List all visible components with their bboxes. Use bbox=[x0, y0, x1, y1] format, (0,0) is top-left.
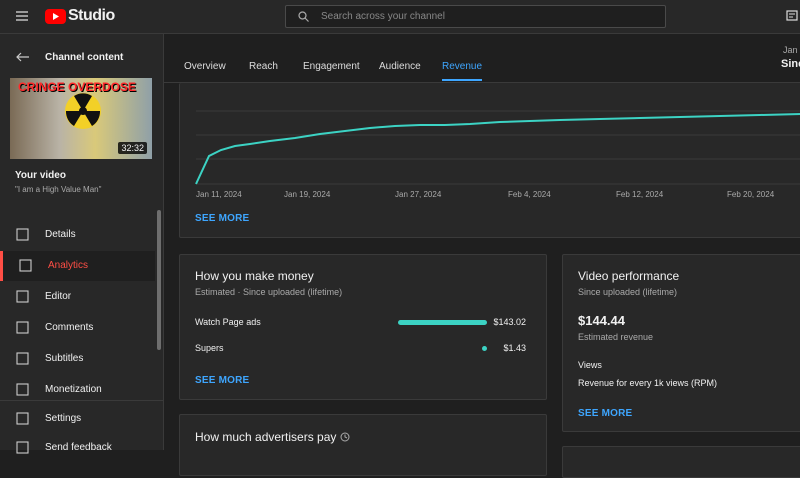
tab[interactable]: Engagement bbox=[303, 61, 360, 72]
icon-shape bbox=[16, 352, 29, 365]
video-title: "I am a High Value Man" bbox=[15, 185, 102, 194]
divider bbox=[0, 400, 163, 401]
nav-icon bbox=[16, 441, 29, 454]
icon-shape bbox=[16, 290, 29, 303]
nav-label: Send feedback bbox=[45, 442, 112, 453]
source-value: $143.02 bbox=[493, 317, 526, 327]
card-title: How much advertisers pay bbox=[195, 430, 337, 444]
x-tick-label: Feb 20, 2024 bbox=[727, 190, 775, 199]
nav-icon bbox=[16, 290, 29, 303]
x-tick-label: Feb 12, 2024 bbox=[616, 190, 664, 199]
source-name: Supers bbox=[195, 343, 224, 353]
card-subtitle: Since uploaded (lifetime) bbox=[578, 287, 678, 297]
nav-icon bbox=[16, 321, 29, 334]
nav-icon bbox=[16, 383, 29, 396]
source-bar bbox=[398, 320, 487, 325]
tab[interactable]: Reach bbox=[249, 61, 278, 72]
tab[interactable]: Revenue bbox=[442, 61, 483, 72]
nav-label: Analytics bbox=[48, 260, 89, 271]
see-more[interactable]: SEE MORE bbox=[195, 375, 250, 386]
x-tick-label: Jan 27, 2024 bbox=[395, 190, 442, 199]
icon-shape bbox=[16, 412, 29, 425]
nav-item[interactable]: Send feedback bbox=[0, 433, 155, 463]
tab[interactable]: Audience bbox=[379, 61, 421, 72]
nav-label: Subtitles bbox=[45, 353, 84, 364]
advertisers-card: How much advertisers pay bbox=[179, 414, 547, 476]
tab-bar: Overview Reach Engagement Audience Revenue bbox=[164, 34, 800, 83]
revenue-chart-card: SEE MORE Jan 11, 2024 Jan 19, 2024 Jan 27,… bbox=[179, 83, 800, 238]
header: Studio Search across your channel bbox=[0, 0, 800, 34]
feedback-icon[interactable] bbox=[786, 10, 798, 22]
x-tick-label: Feb 4, 2024 bbox=[508, 190, 551, 199]
date-range[interactable]: Jan 1 bbox=[783, 45, 800, 55]
revenue-chart bbox=[195, 110, 800, 185]
nav-item[interactable]: Comments bbox=[0, 313, 155, 343]
next-card bbox=[562, 446, 800, 478]
nav-label: Settings bbox=[45, 413, 82, 424]
card-subtitle: Estimated · Since uploaded (lifetime) bbox=[195, 287, 343, 297]
thumbnail-text: CRINGE OVERDOSE bbox=[18, 80, 137, 94]
thumbnail[interactable]: CRINGE OVERDOSE 32:32 bbox=[10, 78, 152, 159]
menu-icon[interactable] bbox=[16, 10, 28, 22]
nav-icon bbox=[16, 412, 29, 425]
scrollbar bbox=[157, 210, 161, 350]
radiation-icon bbox=[65, 93, 101, 129]
nav-item[interactable]: Settings bbox=[0, 404, 155, 434]
revenue-line bbox=[195, 113, 800, 185]
grid bbox=[196, 110, 800, 185]
source-value: $1.43 bbox=[503, 343, 526, 353]
tab[interactable]: Overview bbox=[184, 61, 226, 72]
search-box[interactable]: Search across your channel bbox=[285, 5, 666, 28]
x-tick-label: Jan 11, 2024 bbox=[196, 190, 242, 199]
your-video-label: Your video bbox=[15, 170, 66, 181]
x-tick-label: Jan 19, 2024 bbox=[284, 190, 331, 199]
nav-item[interactable]: Subtitles bbox=[0, 344, 155, 374]
nav-item[interactable]: Details bbox=[0, 220, 155, 250]
icon-shape bbox=[16, 228, 29, 241]
tab-underline bbox=[442, 79, 482, 81]
logo-icon[interactable] bbox=[45, 9, 66, 24]
money-card: How you make money Estimated · Since upl… bbox=[179, 254, 547, 400]
back-label[interactable]: Channel content bbox=[45, 52, 124, 63]
search-icon bbox=[298, 11, 309, 22]
date-range-label[interactable]: Since bbox=[781, 58, 800, 70]
revenue-total: $144.44 bbox=[578, 313, 625, 328]
see-more[interactable]: SEE MORE bbox=[195, 213, 250, 224]
nav-label: Monetization bbox=[45, 384, 102, 395]
nav-item[interactable]: Editor bbox=[0, 282, 155, 312]
views-label: Views bbox=[578, 360, 602, 370]
revenue-label: Estimated revenue bbox=[578, 332, 654, 342]
nav-label: Editor bbox=[45, 291, 72, 302]
nav-item[interactable]: Analytics bbox=[0, 251, 155, 281]
icon-shape bbox=[16, 441, 29, 454]
nav-item[interactable]: Monetization bbox=[0, 375, 155, 405]
back-icon[interactable] bbox=[16, 52, 29, 62]
search-placeholder: Search across your channel bbox=[321, 11, 445, 22]
see-more[interactable]: SEE MORE bbox=[578, 408, 633, 419]
card-title: How you make money bbox=[195, 269, 314, 283]
info-icon[interactable] bbox=[340, 432, 350, 442]
sidebar: Channel content CRINGE OVERDOSE 32:32 Yo… bbox=[0, 34, 164, 454]
icon-shape bbox=[19, 259, 32, 272]
nav-label: Details bbox=[45, 229, 76, 240]
icon-shape bbox=[16, 383, 29, 396]
rpm-label: Revenue for every 1k views (RPM) bbox=[578, 378, 718, 388]
nav-icon bbox=[16, 228, 29, 241]
icon-shape bbox=[16, 321, 29, 334]
card-title: Video performance bbox=[578, 269, 680, 283]
nav-icon bbox=[19, 259, 32, 272]
source-bar bbox=[482, 346, 487, 351]
duration: 32:32 bbox=[118, 142, 147, 154]
source-name: Watch Page ads bbox=[195, 317, 261, 327]
nav-label: Comments bbox=[45, 322, 94, 333]
nav-icon bbox=[16, 352, 29, 365]
performance-card: Video performance Since uploaded (lifeti… bbox=[562, 254, 800, 432]
logo-text: Studio bbox=[68, 7, 115, 24]
